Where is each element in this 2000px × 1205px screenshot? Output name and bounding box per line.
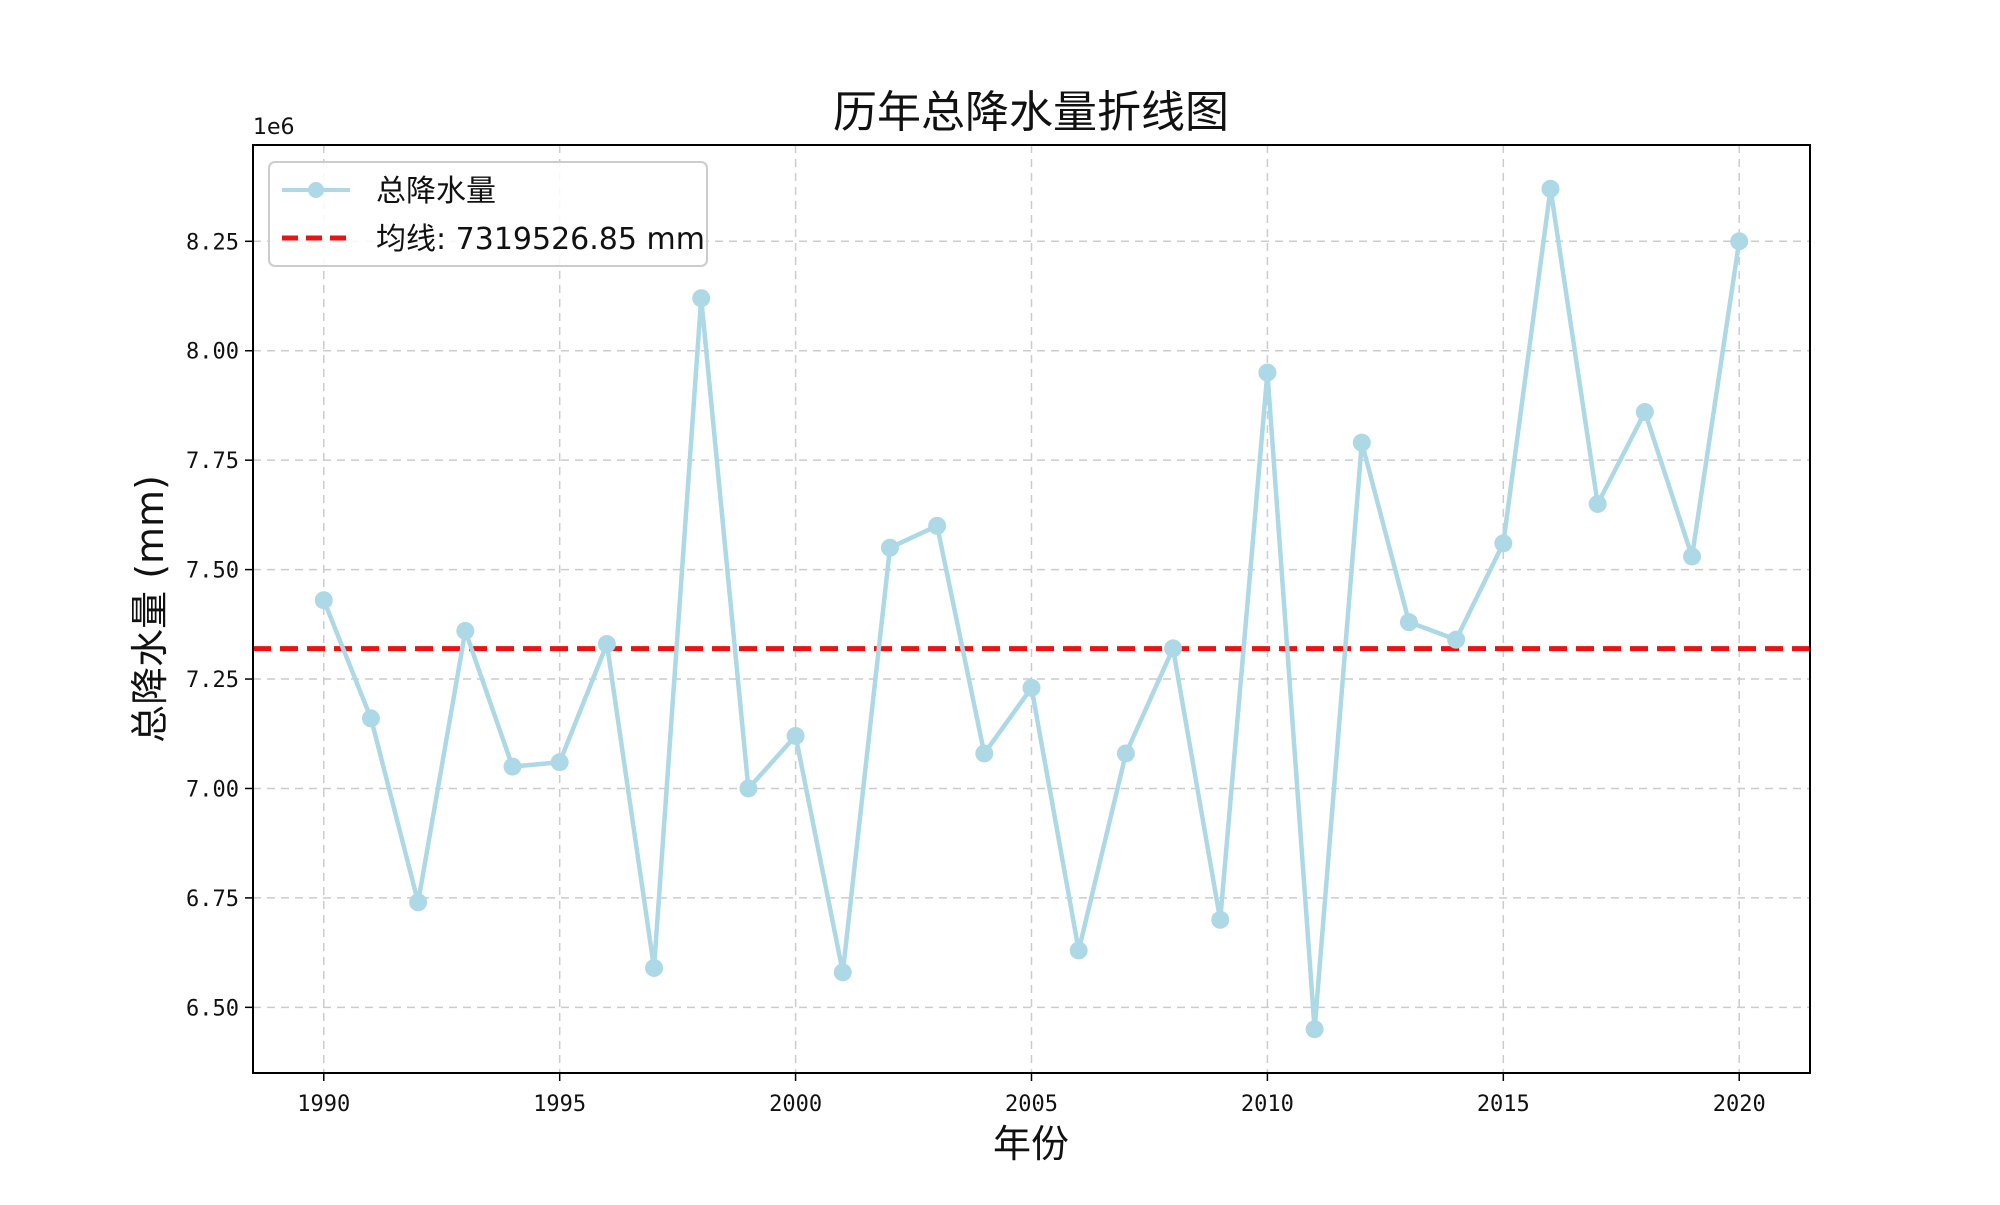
data-point (1588, 494, 1607, 513)
data-point (1211, 910, 1230, 929)
data-point (1069, 941, 1088, 960)
y-axis-offset-label: 1e6 (253, 115, 295, 140)
y-tick-label: 7.75 (186, 449, 239, 474)
y-tick-label: 7.00 (186, 777, 239, 802)
data-point (928, 516, 947, 535)
data-point (314, 591, 333, 610)
data-point (786, 726, 805, 745)
data-point (550, 753, 569, 772)
y-tick-label: 6.50 (186, 996, 239, 1021)
data-point (1399, 613, 1418, 632)
x-tick-label: 1990 (297, 1092, 350, 1117)
data-point (1352, 433, 1371, 452)
data-point (692, 289, 711, 308)
series-layer (314, 179, 1749, 1039)
y-tick-label: 6.75 (186, 887, 239, 912)
data-point (1494, 534, 1513, 553)
data-point (1305, 1020, 1324, 1039)
x-tick-label: 2020 (1713, 1092, 1766, 1117)
legend-mean-label: 均线: 7319526.85 mm (376, 222, 705, 257)
data-point (1258, 363, 1277, 382)
y-tick-label: 8.25 (186, 230, 239, 255)
data-point (1683, 547, 1702, 566)
data-point (1635, 403, 1654, 422)
legend-series-label: 总降水量 (376, 174, 496, 209)
x-tick-label: 2005 (1005, 1092, 1058, 1117)
data-point (975, 744, 994, 763)
legend-series-marker-swatch (308, 182, 324, 198)
data-point (503, 757, 522, 776)
y-axis: 6.50 6.75 7.00 7.25 7.50 7.75 8.00 8.25 (186, 230, 253, 1021)
data-point (1541, 179, 1560, 198)
data-point (361, 709, 380, 728)
data-point (739, 779, 758, 798)
data-point (1730, 232, 1749, 251)
data-point (409, 893, 428, 912)
data-point (645, 958, 664, 977)
x-axis-label: 年份 (993, 1122, 1069, 1166)
x-tick-label: 2010 (1241, 1092, 1294, 1117)
x-tick-label: 2000 (769, 1092, 822, 1117)
y-tick-label: 7.25 (186, 668, 239, 693)
y-tick-label: 8.00 (186, 340, 239, 365)
y-tick-label: 7.50 (186, 559, 239, 584)
data-point (880, 538, 899, 557)
data-point (833, 963, 852, 982)
legend-frame (268, 161, 708, 267)
x-tick-label: 2015 (1477, 1092, 1530, 1117)
chart-title: 历年总降水量折线图 (833, 87, 1229, 138)
data-point (1447, 630, 1466, 649)
data-point (456, 621, 475, 640)
data-point (1022, 678, 1041, 697)
data-point (597, 635, 616, 654)
x-axis: 1990 1995 2000 2005 2010 2015 2020 (297, 1073, 1766, 1117)
data-point (1116, 744, 1135, 763)
data-point (1164, 639, 1183, 658)
legend: 总降水量 均线: 7319526.85 mm (268, 161, 708, 267)
y-axis-label: 总降水量 (mm) (128, 475, 172, 743)
x-tick-label: 1995 (533, 1092, 586, 1117)
